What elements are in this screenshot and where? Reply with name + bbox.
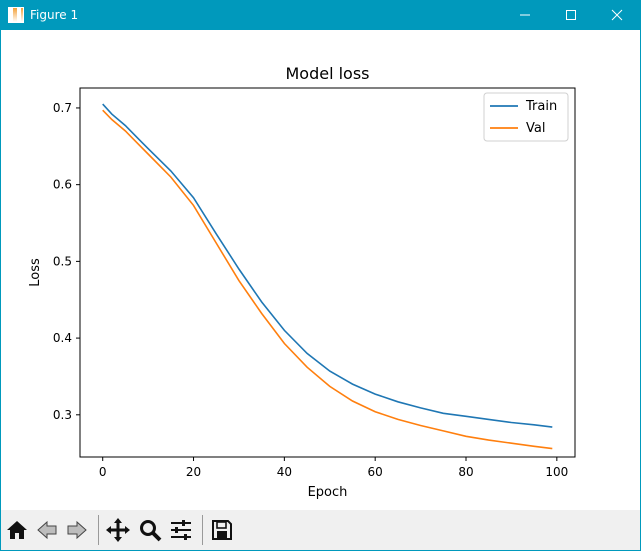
back-button[interactable]	[33, 515, 61, 545]
x-tick-label: 60	[368, 465, 383, 479]
figure-canvas[interactable]: Model loss Epoch Loss 0 20 40 60 80 100 0.3 0.…	[1, 30, 640, 510]
maximize-button[interactable]	[548, 0, 594, 30]
toolbar-separator	[202, 515, 203, 545]
x-tick-label: 20	[186, 465, 201, 479]
pan-icon	[106, 518, 130, 542]
navigation-toolbar	[1, 510, 640, 550]
window-title: Figure 1	[30, 8, 79, 22]
y-axis-ticks: 0.3 0.4 0.5 0.6 0.7	[53, 101, 80, 422]
legend: Train Val	[483, 92, 569, 142]
close-icon	[611, 9, 623, 21]
chart-title: Model loss	[285, 64, 369, 83]
save-icon	[212, 520, 232, 540]
y-tick-label: 0.5	[53, 254, 72, 268]
matplotlib-app-icon	[8, 7, 24, 23]
series-line-train	[102, 103, 553, 428]
back-icon	[37, 520, 57, 540]
zoom-icon	[140, 520, 162, 542]
x-tick-label: 0	[99, 465, 107, 479]
x-tick-label: 40	[277, 465, 292, 479]
legend-box	[483, 92, 569, 142]
series-line-val	[102, 109, 553, 450]
legend-label: Train	[525, 99, 557, 114]
y-tick-label: 0.4	[53, 331, 72, 345]
x-tick-label: 80	[458, 465, 473, 479]
window-titlebar[interactable]: Figure 1	[0, 0, 641, 30]
axes-frame	[79, 87, 576, 458]
loss-chart[interactable]: Model loss Epoch Loss 0 20 40 60 80 100 0.30.…	[1, 30, 640, 510]
x-axis-ticks: 0 20 40 60 80 100	[99, 457, 568, 479]
legend-label: Val	[526, 121, 545, 136]
minimize-icon	[520, 14, 530, 16]
y-tick-label: 0.6	[53, 178, 72, 192]
series-lines	[102, 103, 553, 450]
minimize-button[interactable]	[502, 0, 548, 30]
forward-icon	[67, 520, 87, 540]
y-axis-label: Loss	[28, 258, 43, 287]
configure-subplots-icon	[171, 520, 191, 540]
window-border-left	[0, 30, 1, 551]
y-tick-label: 0.7	[53, 101, 72, 115]
pan-button[interactable]	[104, 515, 132, 545]
forward-button[interactable]	[63, 515, 91, 545]
close-button[interactable]	[594, 0, 640, 30]
home-icon	[7, 521, 27, 539]
configure-subplots-button[interactable]	[167, 515, 195, 545]
zoom-button[interactable]	[136, 515, 164, 545]
x-tick-label: 100	[545, 465, 568, 479]
home-button[interactable]	[3, 515, 31, 545]
save-button[interactable]	[208, 515, 236, 545]
maximize-icon	[566, 10, 576, 20]
y-tick-label: 0.3	[53, 408, 72, 422]
toolbar-separator	[98, 515, 99, 545]
x-axis-label: Epoch	[308, 485, 348, 500]
